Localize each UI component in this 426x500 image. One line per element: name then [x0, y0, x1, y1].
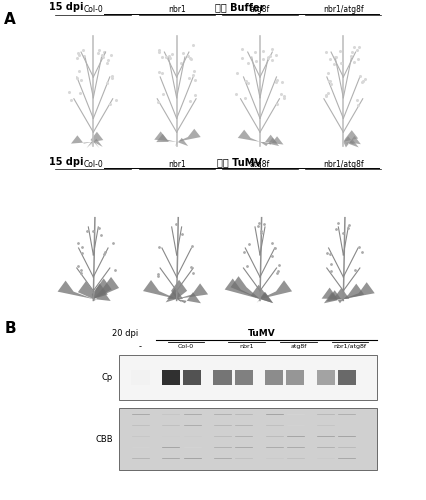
Polygon shape — [343, 136, 361, 144]
Polygon shape — [93, 277, 119, 299]
Polygon shape — [93, 278, 112, 299]
Polygon shape — [230, 276, 260, 299]
Polygon shape — [166, 292, 181, 302]
Polygon shape — [143, 280, 177, 299]
Polygon shape — [334, 288, 349, 299]
Text: 15 dpi: 15 dpi — [49, 157, 83, 167]
Polygon shape — [260, 138, 279, 146]
Text: Col-0: Col-0 — [83, 160, 103, 169]
Polygon shape — [225, 278, 260, 299]
Text: A: A — [4, 12, 16, 28]
Polygon shape — [343, 284, 364, 299]
Text: atg8f: atg8f — [250, 6, 270, 15]
Polygon shape — [343, 139, 359, 147]
Text: 15 dpi: 15 dpi — [49, 2, 83, 12]
Polygon shape — [86, 140, 99, 148]
Text: nbr1: nbr1 — [168, 6, 186, 15]
Text: Col-0: Col-0 — [83, 6, 103, 15]
Polygon shape — [90, 138, 103, 147]
Polygon shape — [342, 136, 354, 144]
Polygon shape — [324, 292, 343, 304]
Polygon shape — [177, 129, 201, 142]
Polygon shape — [58, 280, 93, 299]
Text: nbr1/atg8f: nbr1/atg8f — [323, 6, 364, 15]
Text: atg8f: atg8f — [250, 160, 270, 169]
Text: 接种 TuMV: 接种 TuMV — [217, 157, 262, 167]
Text: nbr1/atg8f: nbr1/atg8f — [323, 160, 364, 169]
Text: 接种 Buffer: 接种 Buffer — [215, 2, 265, 12]
Polygon shape — [256, 292, 273, 303]
Polygon shape — [257, 292, 273, 303]
Polygon shape — [176, 138, 188, 146]
Polygon shape — [177, 284, 208, 299]
Text: B: B — [4, 320, 16, 336]
Polygon shape — [260, 280, 292, 299]
Polygon shape — [238, 130, 260, 142]
Polygon shape — [167, 288, 183, 299]
Polygon shape — [260, 134, 277, 143]
Polygon shape — [250, 284, 267, 299]
Polygon shape — [177, 292, 201, 304]
Polygon shape — [260, 136, 283, 144]
Polygon shape — [71, 136, 93, 143]
Polygon shape — [327, 290, 343, 302]
Polygon shape — [154, 132, 177, 142]
Polygon shape — [343, 282, 375, 299]
Text: nbr1: nbr1 — [168, 160, 186, 169]
Polygon shape — [92, 284, 108, 299]
Polygon shape — [171, 280, 187, 299]
Polygon shape — [93, 290, 111, 301]
Polygon shape — [156, 134, 177, 142]
Polygon shape — [322, 288, 343, 299]
Polygon shape — [343, 130, 358, 142]
Polygon shape — [90, 132, 104, 142]
Polygon shape — [78, 281, 94, 299]
